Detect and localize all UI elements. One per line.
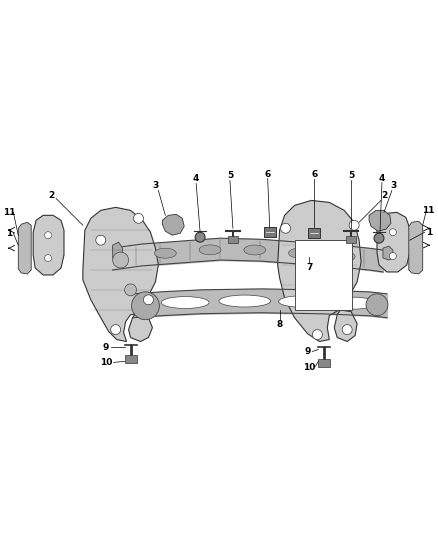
Text: 1: 1 <box>6 229 12 238</box>
Circle shape <box>144 295 153 305</box>
Text: 8: 8 <box>276 320 283 329</box>
Text: 4: 4 <box>193 174 199 183</box>
Polygon shape <box>113 242 123 262</box>
Circle shape <box>374 233 384 243</box>
Circle shape <box>281 223 290 233</box>
Circle shape <box>134 213 144 223</box>
Polygon shape <box>369 211 391 231</box>
Polygon shape <box>18 222 31 274</box>
Circle shape <box>389 229 396 236</box>
Polygon shape <box>278 200 361 342</box>
Ellipse shape <box>333 297 375 309</box>
Bar <box>294 240 352 310</box>
Polygon shape <box>409 221 423 274</box>
Text: 10: 10 <box>303 363 316 372</box>
Circle shape <box>111 325 120 335</box>
Circle shape <box>96 235 106 245</box>
Text: 7: 7 <box>306 263 313 272</box>
Ellipse shape <box>244 245 266 255</box>
Text: 9: 9 <box>304 347 311 356</box>
Ellipse shape <box>161 296 209 309</box>
Circle shape <box>349 220 359 230</box>
Text: 11: 11 <box>3 208 16 217</box>
Bar <box>228 236 238 243</box>
Polygon shape <box>33 215 64 275</box>
Text: 6: 6 <box>311 170 318 179</box>
Polygon shape <box>83 207 159 342</box>
Text: 9: 9 <box>102 343 109 352</box>
Bar <box>308 228 320 238</box>
Circle shape <box>389 253 396 260</box>
Ellipse shape <box>199 245 221 255</box>
Circle shape <box>131 292 159 320</box>
Text: 6: 6 <box>265 170 271 179</box>
Text: 4: 4 <box>379 174 385 183</box>
Ellipse shape <box>289 248 311 258</box>
Text: 2: 2 <box>48 191 54 200</box>
Ellipse shape <box>279 296 330 308</box>
Circle shape <box>124 284 137 296</box>
Bar <box>346 236 356 243</box>
Text: 10: 10 <box>99 358 112 367</box>
Polygon shape <box>162 214 184 235</box>
Ellipse shape <box>219 295 271 307</box>
Bar <box>318 359 330 367</box>
Circle shape <box>45 232 52 239</box>
Bar <box>124 356 137 364</box>
Text: 1: 1 <box>426 228 432 237</box>
Circle shape <box>113 252 129 268</box>
Polygon shape <box>377 212 410 272</box>
Polygon shape <box>383 246 393 260</box>
Ellipse shape <box>333 252 355 262</box>
Circle shape <box>195 232 205 242</box>
Circle shape <box>366 294 388 316</box>
Text: 2: 2 <box>381 191 387 200</box>
Ellipse shape <box>155 248 176 258</box>
Text: 3: 3 <box>152 181 159 190</box>
Text: 5: 5 <box>348 171 354 180</box>
Circle shape <box>342 325 352 335</box>
Circle shape <box>312 329 322 340</box>
Text: 11: 11 <box>422 206 435 215</box>
Bar <box>264 227 276 237</box>
Circle shape <box>45 255 52 262</box>
Text: 5: 5 <box>227 171 233 180</box>
Text: 3: 3 <box>391 181 397 190</box>
